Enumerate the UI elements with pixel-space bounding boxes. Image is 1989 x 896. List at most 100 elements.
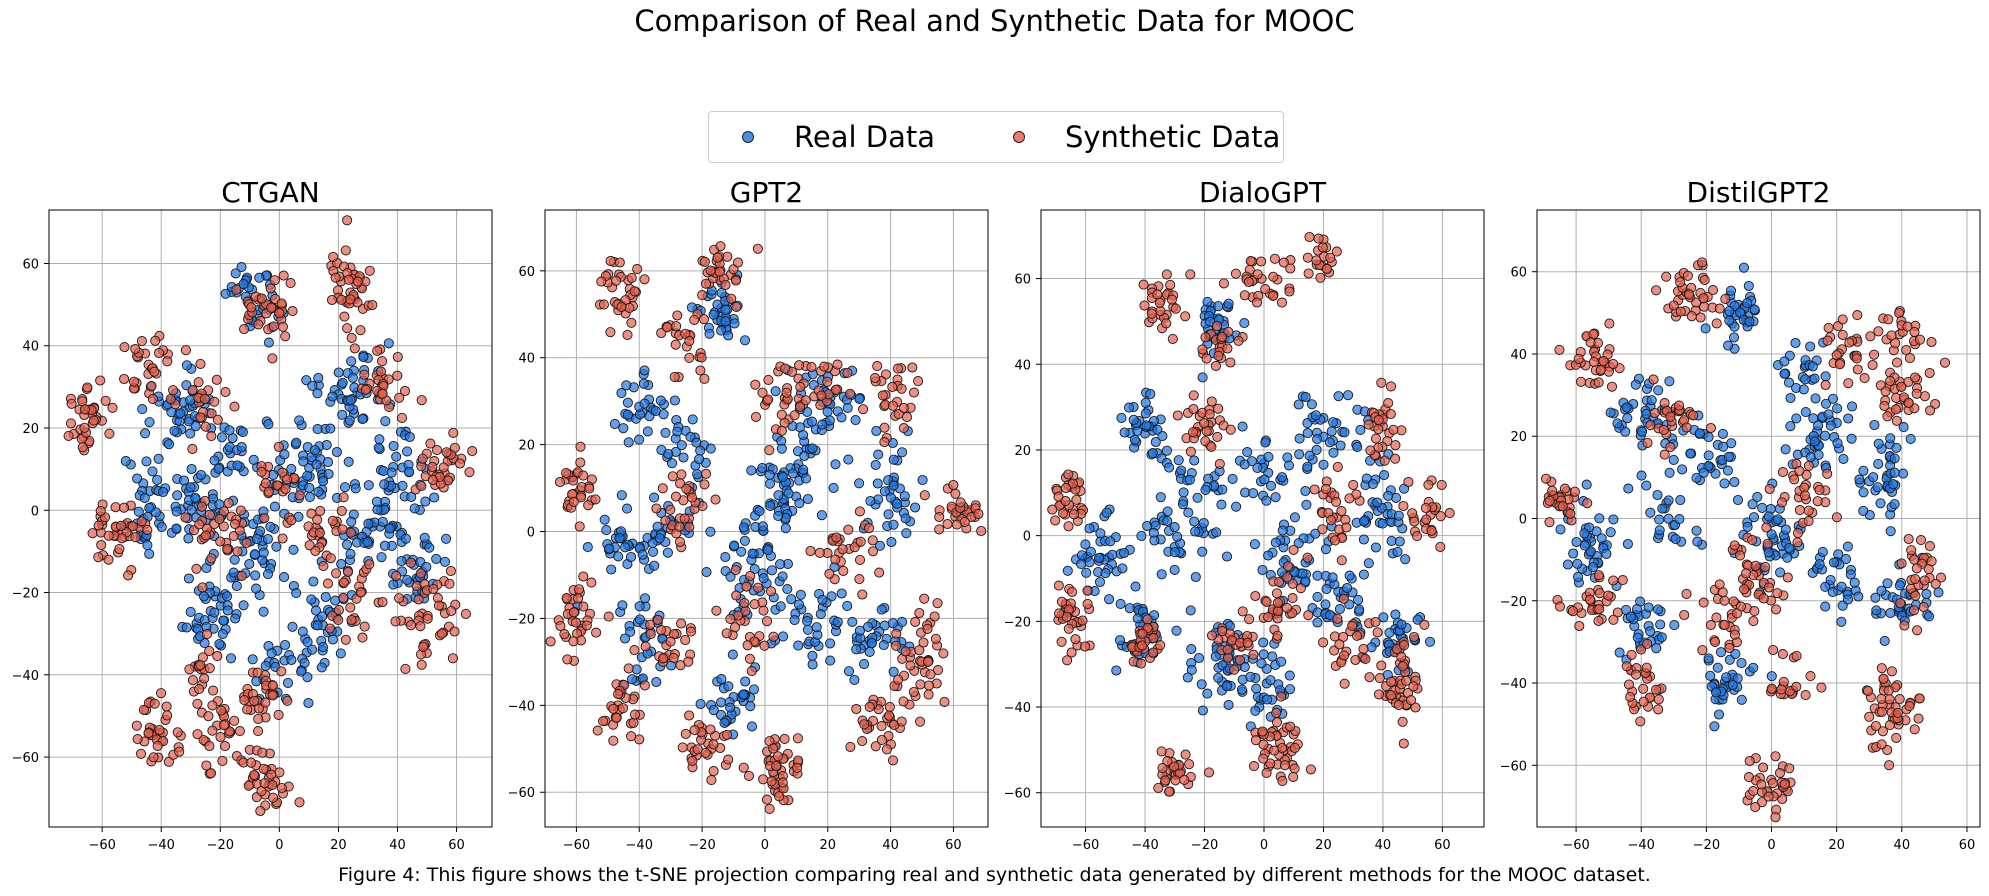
point-real — [1116, 412, 1127, 423]
point-synthetic — [1635, 644, 1647, 655]
point-synthetic — [881, 744, 892, 755]
point-synthetic — [1339, 650, 1350, 661]
point-real — [828, 482, 839, 493]
point-real — [1605, 527, 1616, 538]
point-real — [1378, 612, 1389, 623]
point-real — [186, 463, 197, 475]
point-synthetic — [1066, 647, 1077, 658]
point-synthetic — [854, 554, 866, 565]
y-tick-label: −60 — [1004, 787, 1031, 802]
point-real — [811, 622, 822, 633]
point-real — [1882, 578, 1893, 589]
point-real — [333, 367, 344, 378]
point-synthetic — [1213, 403, 1224, 414]
point-synthetic — [887, 755, 899, 766]
point-real — [386, 467, 397, 478]
point-synthetic — [708, 766, 719, 777]
point-synthetic — [1691, 297, 1702, 308]
point-synthetic — [1188, 403, 1199, 415]
point-synthetic — [96, 539, 107, 551]
point-synthetic — [1761, 522, 1772, 533]
point-synthetic — [651, 503, 662, 514]
point-synthetic — [699, 479, 710, 490]
point-synthetic — [336, 294, 347, 305]
point-synthetic — [219, 720, 230, 731]
point-synthetic — [711, 605, 722, 616]
point-synthetic — [1658, 424, 1669, 435]
point-real — [1354, 604, 1365, 615]
point-synthetic — [1800, 690, 1811, 701]
point-real — [652, 521, 663, 532]
point-real — [214, 638, 225, 650]
point-real — [190, 421, 201, 432]
legend-item-real: Real Data — [742, 120, 935, 154]
point-synthetic — [660, 515, 671, 526]
point-real — [1297, 568, 1308, 579]
point-synthetic — [1166, 294, 1177, 305]
point-synthetic — [349, 343, 360, 354]
point-synthetic — [246, 302, 257, 313]
point-synthetic — [236, 570, 247, 582]
point-synthetic — [715, 241, 726, 252]
point-real — [1107, 549, 1118, 560]
point-synthetic — [63, 430, 74, 441]
y-tick-label: −60 — [508, 786, 535, 801]
point-synthetic — [427, 461, 438, 473]
point-synthetic — [1748, 616, 1759, 627]
point-synthetic — [415, 568, 426, 579]
point-real — [1221, 681, 1232, 692]
point-synthetic — [132, 734, 143, 745]
point-synthetic — [896, 716, 907, 727]
point-synthetic — [1309, 484, 1320, 495]
point-real — [1392, 546, 1403, 557]
point-synthetic — [338, 577, 349, 588]
point-real — [1757, 502, 1768, 513]
point-real — [676, 440, 687, 451]
point-synthetic — [568, 607, 579, 618]
point-synthetic — [772, 751, 783, 762]
point-real — [1836, 581, 1847, 592]
point-real — [1891, 442, 1902, 453]
point-real — [419, 532, 430, 543]
point-synthetic — [1771, 604, 1782, 615]
point-synthetic — [1756, 779, 1767, 790]
point-synthetic — [215, 536, 226, 547]
point-synthetic — [239, 695, 250, 706]
point-synthetic — [172, 727, 183, 738]
point-synthetic — [586, 577, 597, 588]
point-real — [1889, 499, 1900, 510]
point-real — [1393, 510, 1404, 521]
point-synthetic — [200, 530, 211, 541]
point-synthetic — [464, 467, 475, 478]
point-real — [1832, 438, 1843, 449]
point-synthetic — [1080, 641, 1091, 652]
point-synthetic — [1688, 410, 1699, 421]
point-real — [230, 268, 241, 279]
y-tick-label: −40 — [12, 669, 39, 684]
point-real — [662, 547, 673, 558]
point-synthetic — [1820, 379, 1831, 391]
point-synthetic — [263, 486, 274, 497]
point-real — [1763, 511, 1774, 522]
point-synthetic — [1373, 415, 1384, 426]
point-synthetic — [294, 490, 305, 501]
point-real — [1379, 470, 1390, 481]
point-real — [1136, 530, 1147, 541]
point-real — [172, 490, 183, 501]
point-real — [1270, 492, 1281, 503]
point-synthetic — [1071, 494, 1082, 505]
point-synthetic — [253, 703, 264, 714]
point-synthetic — [765, 586, 777, 597]
point-real — [1763, 547, 1774, 558]
point-real — [888, 454, 899, 465]
point-synthetic — [854, 574, 865, 585]
point-real — [900, 513, 911, 524]
point-real — [1827, 587, 1838, 598]
point-synthetic — [1160, 775, 1171, 786]
point-synthetic — [676, 469, 687, 480]
point-real — [708, 705, 719, 716]
point-synthetic — [1398, 738, 1409, 749]
point-synthetic — [710, 494, 721, 505]
point-real — [1614, 647, 1625, 658]
point-synthetic — [1883, 314, 1894, 325]
